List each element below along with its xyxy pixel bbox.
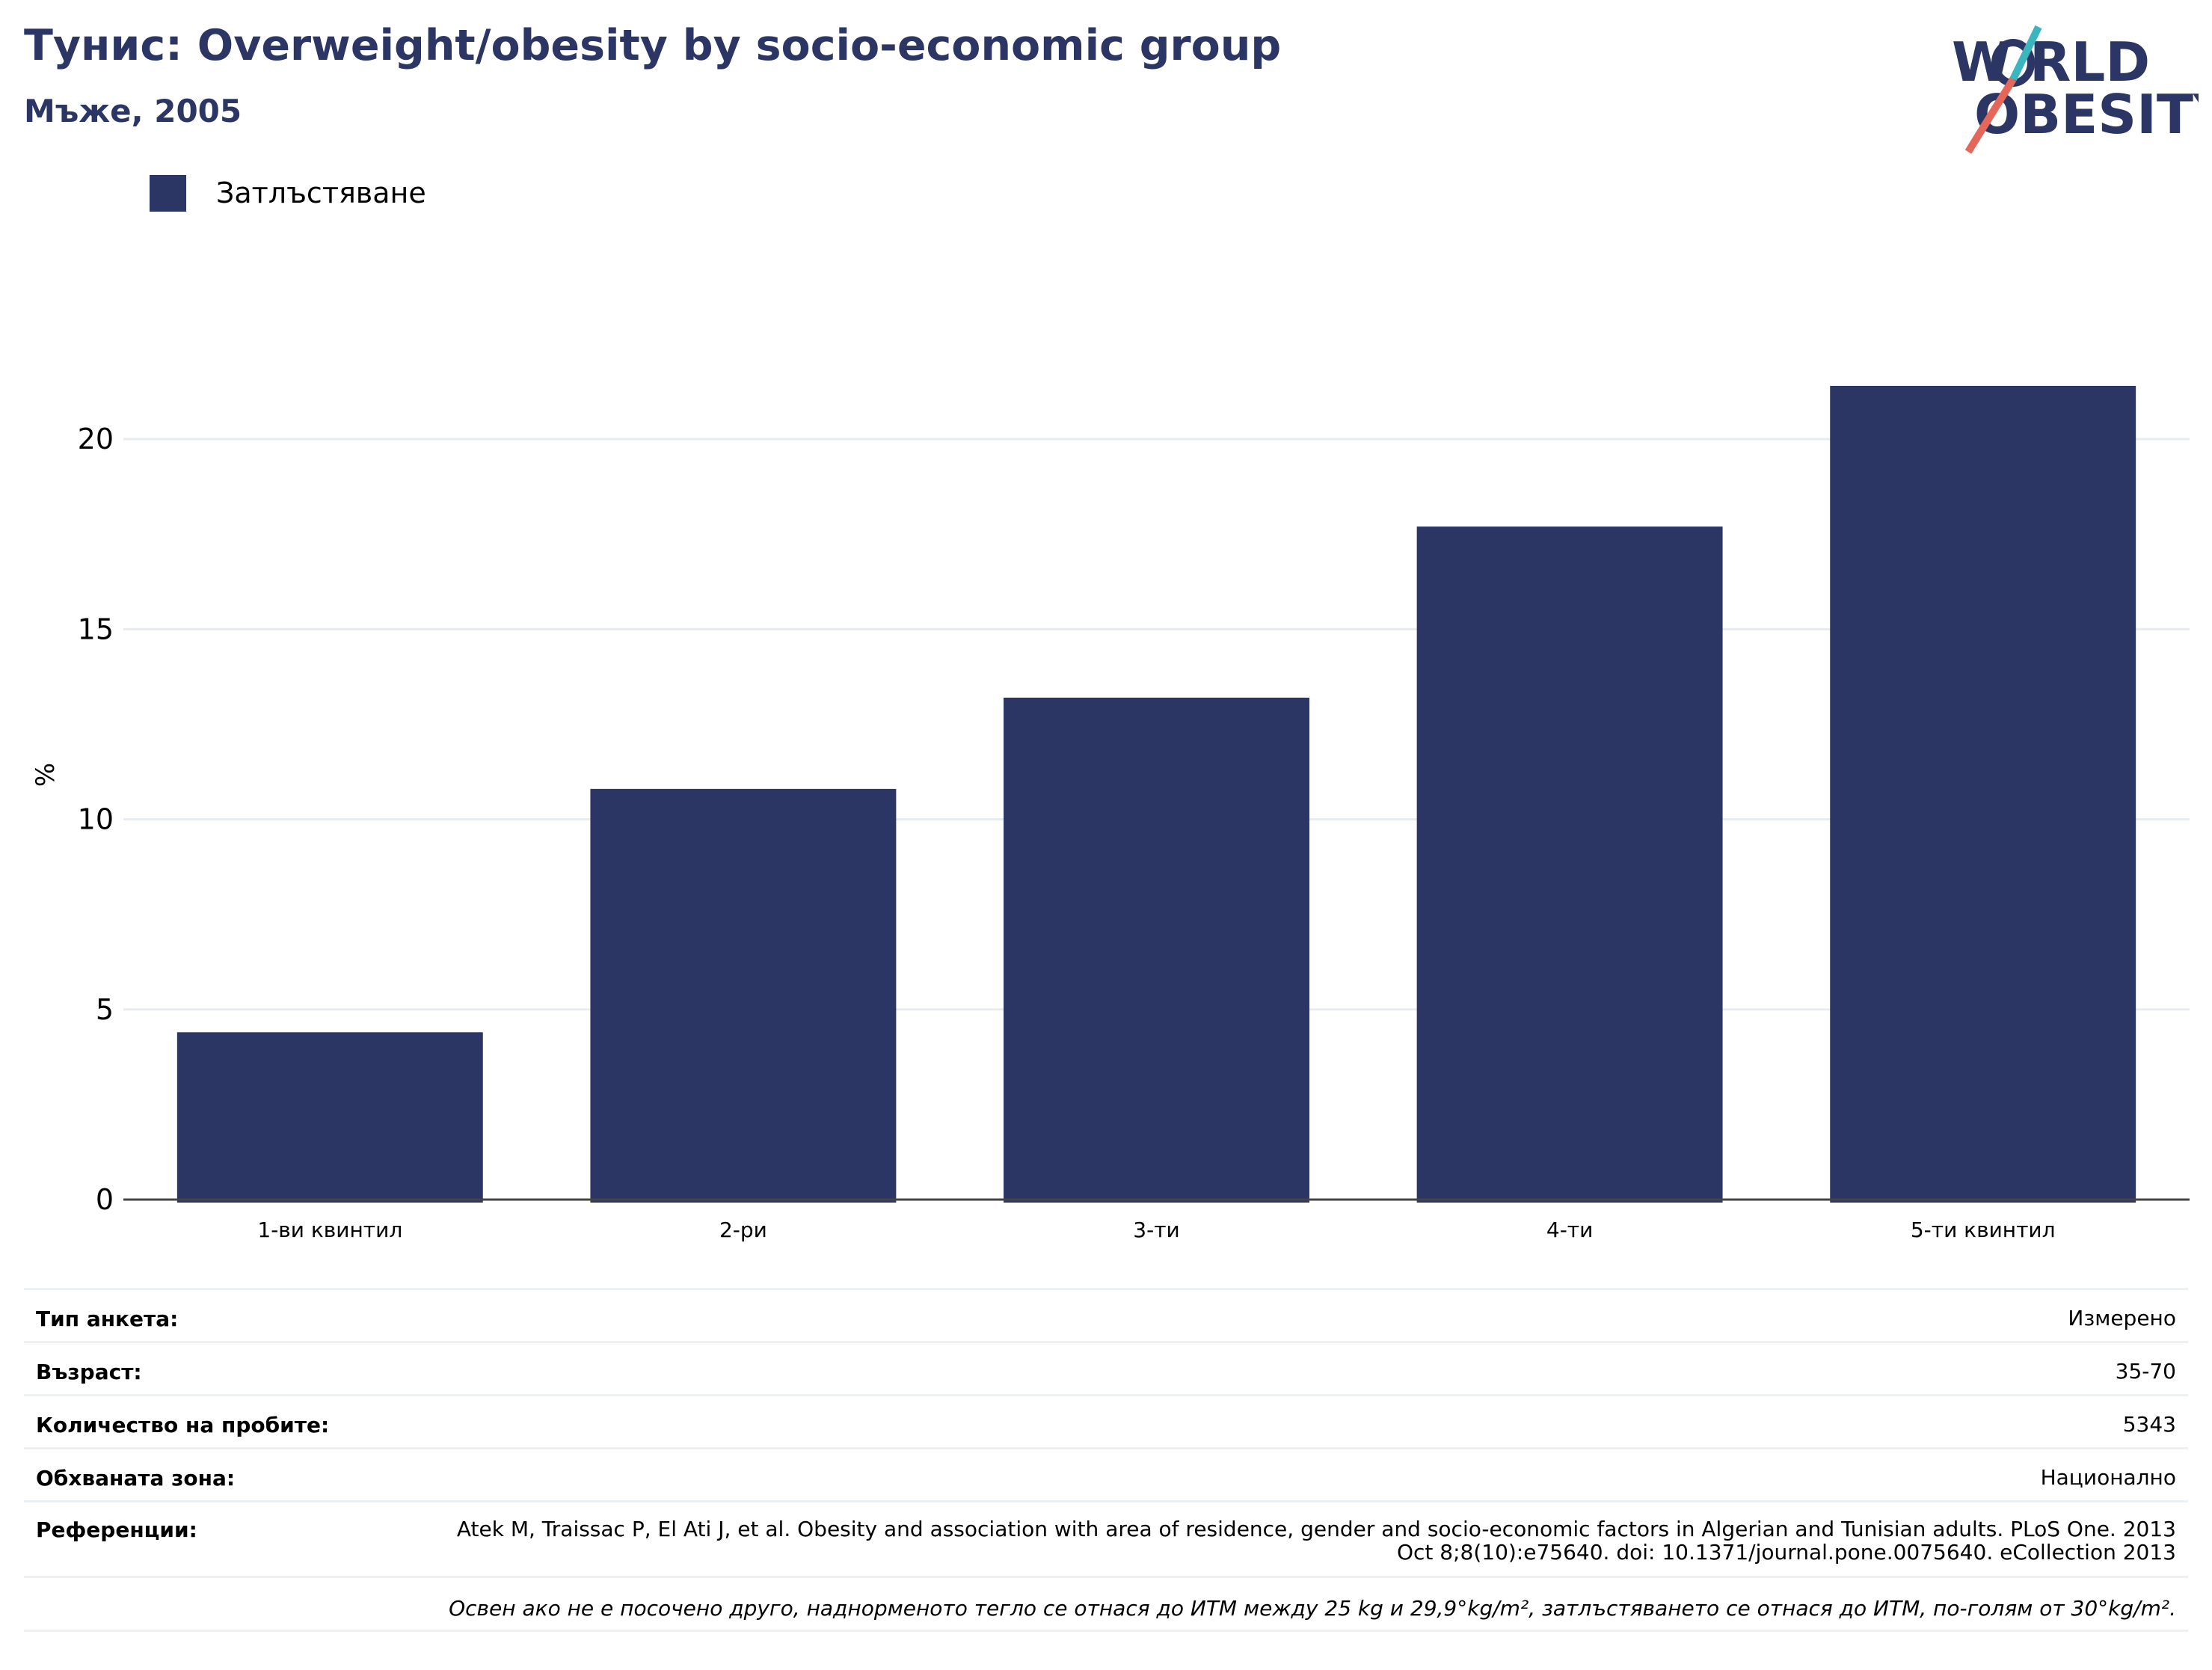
bar-chart: 0 5 10 15 20% 1-ви квинтил 2-ри 3-ти 4-ти 5-ти кв… <box>31 385 2190 1242</box>
bar <box>590 788 897 1203</box>
info-row-survey-type: Тип анкета: Измерено <box>24 1290 2188 1343</box>
info-value: Измерено <box>2068 1306 2176 1330</box>
info-row-age: Възраст: 35-70 <box>24 1343 2188 1396</box>
svg-text:RLD: RLD <box>2030 31 2150 93</box>
y-tick-label: 0 <box>96 1183 114 1216</box>
info-label: Обхваната зона: <box>36 1466 236 1491</box>
y-tick-label: 15 <box>78 613 114 645</box>
info-row-coverage: Обхваната зона: Национално <box>24 1449 2188 1502</box>
reference-text: Atek M, Traissac P, El Ati J, et al. Obe… <box>456 1517 2176 1565</box>
bar <box>176 1032 483 1203</box>
info-row-references: Референции: Atek M, Traissac P, El Ati J… <box>24 1502 2188 1578</box>
y-axis-label: % <box>31 763 61 787</box>
bar <box>1830 385 2136 1203</box>
chart-legend: Затлъстяване <box>150 174 426 212</box>
y-tick-label: 5 <box>96 993 114 1026</box>
definition-note: Освен ако не е посочено друго, наднормен… <box>24 1578 2188 1632</box>
info-value: 35-70 <box>2115 1359 2176 1384</box>
bar <box>1004 697 1309 1203</box>
chart-subtitle: Мъже, 2005 <box>24 93 242 129</box>
svg-text:OBESITY: OBESITY <box>1974 83 2199 146</box>
info-value: Национално <box>2040 1465 2176 1490</box>
x-tick-label: 5-ти квинтил <box>1911 1218 2056 1242</box>
x-tick-label: 3-ти <box>1133 1218 1179 1242</box>
legend-label: Затлъстяване <box>216 176 426 209</box>
info-label: Референции: <box>36 1517 197 1542</box>
info-label: Тип анкета: <box>36 1307 179 1331</box>
info-label: Възраст: <box>36 1360 142 1384</box>
survey-info-table: Тип анкета: Измерено Възраст: 35-70 Коли… <box>24 1288 2188 1632</box>
x-tick-label: 1-ви квинтил <box>257 1218 402 1242</box>
svg-text:W: W <box>1952 31 2011 93</box>
info-label: Количество на пробите: <box>36 1413 330 1437</box>
y-tick-label: 10 <box>78 803 114 836</box>
y-tick-label: 20 <box>78 423 114 455</box>
world-obesity-logo: W RLD OBESITY <box>1952 25 2199 154</box>
x-tick-label: 2-ри <box>719 1218 767 1242</box>
legend-swatch <box>150 174 186 212</box>
bar <box>1416 527 1723 1203</box>
x-tick-label: 4-ти <box>1546 1218 1593 1242</box>
info-row-sample-size: Количество на пробите: 5343 <box>24 1396 2188 1449</box>
chart-title: Тунис: Overweight/obesity by socio-econo… <box>24 21 1282 70</box>
info-value: 5343 <box>2122 1412 2176 1437</box>
